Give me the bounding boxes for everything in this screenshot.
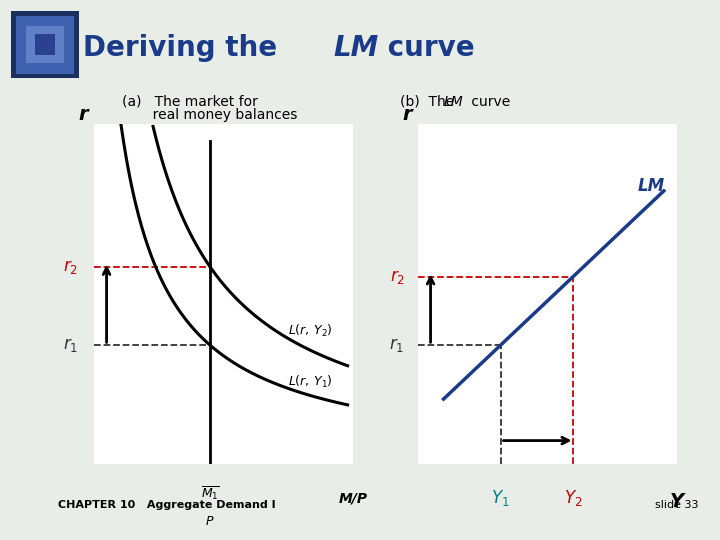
Text: curve: curve (467, 94, 510, 109)
Text: M/P: M/P (338, 491, 367, 505)
Polygon shape (11, 11, 79, 78)
Text: LM: LM (333, 34, 379, 62)
Text: $Y_2$: $Y_2$ (564, 488, 582, 508)
Text: r: r (78, 105, 88, 124)
Text: $r_1$: $r_1$ (63, 336, 78, 354)
Text: $P$: $P$ (205, 515, 215, 529)
Text: $Y_1$: $Y_1$ (491, 488, 510, 508)
Text: curve: curve (378, 34, 474, 62)
Text: $L(r,\,\mathit{Y_1})$: $L(r,\,\mathit{Y_1})$ (288, 374, 333, 390)
Text: r: r (402, 105, 412, 124)
Text: $\overline{M_1}$: $\overline{M_1}$ (201, 485, 220, 502)
Polygon shape (418, 124, 677, 464)
Text: CHAPTER 10   Aggregate Demand I: CHAPTER 10 Aggregate Demand I (58, 500, 275, 510)
Text: $L(r,\,\mathit{Y_2})$: $L(r,\,\mathit{Y_2})$ (288, 323, 333, 339)
Polygon shape (16, 16, 74, 73)
Polygon shape (26, 25, 64, 63)
Text: $r_1$: $r_1$ (390, 336, 405, 354)
Text: (b)  The: (b) The (400, 94, 458, 109)
Polygon shape (94, 124, 353, 464)
Polygon shape (35, 35, 55, 55)
Text: $r_2$: $r_2$ (390, 268, 405, 286)
Text: slide 33: slide 33 (655, 500, 698, 510)
Text: LM: LM (638, 177, 665, 195)
Text: real money balances: real money balances (122, 108, 298, 122)
Text: Deriving the: Deriving the (83, 34, 287, 62)
Text: $r_2$: $r_2$ (63, 258, 78, 276)
Text: (a)   The market for: (a) The market for (122, 94, 258, 109)
Text: LM: LM (444, 94, 463, 109)
Text: Y: Y (670, 491, 684, 511)
